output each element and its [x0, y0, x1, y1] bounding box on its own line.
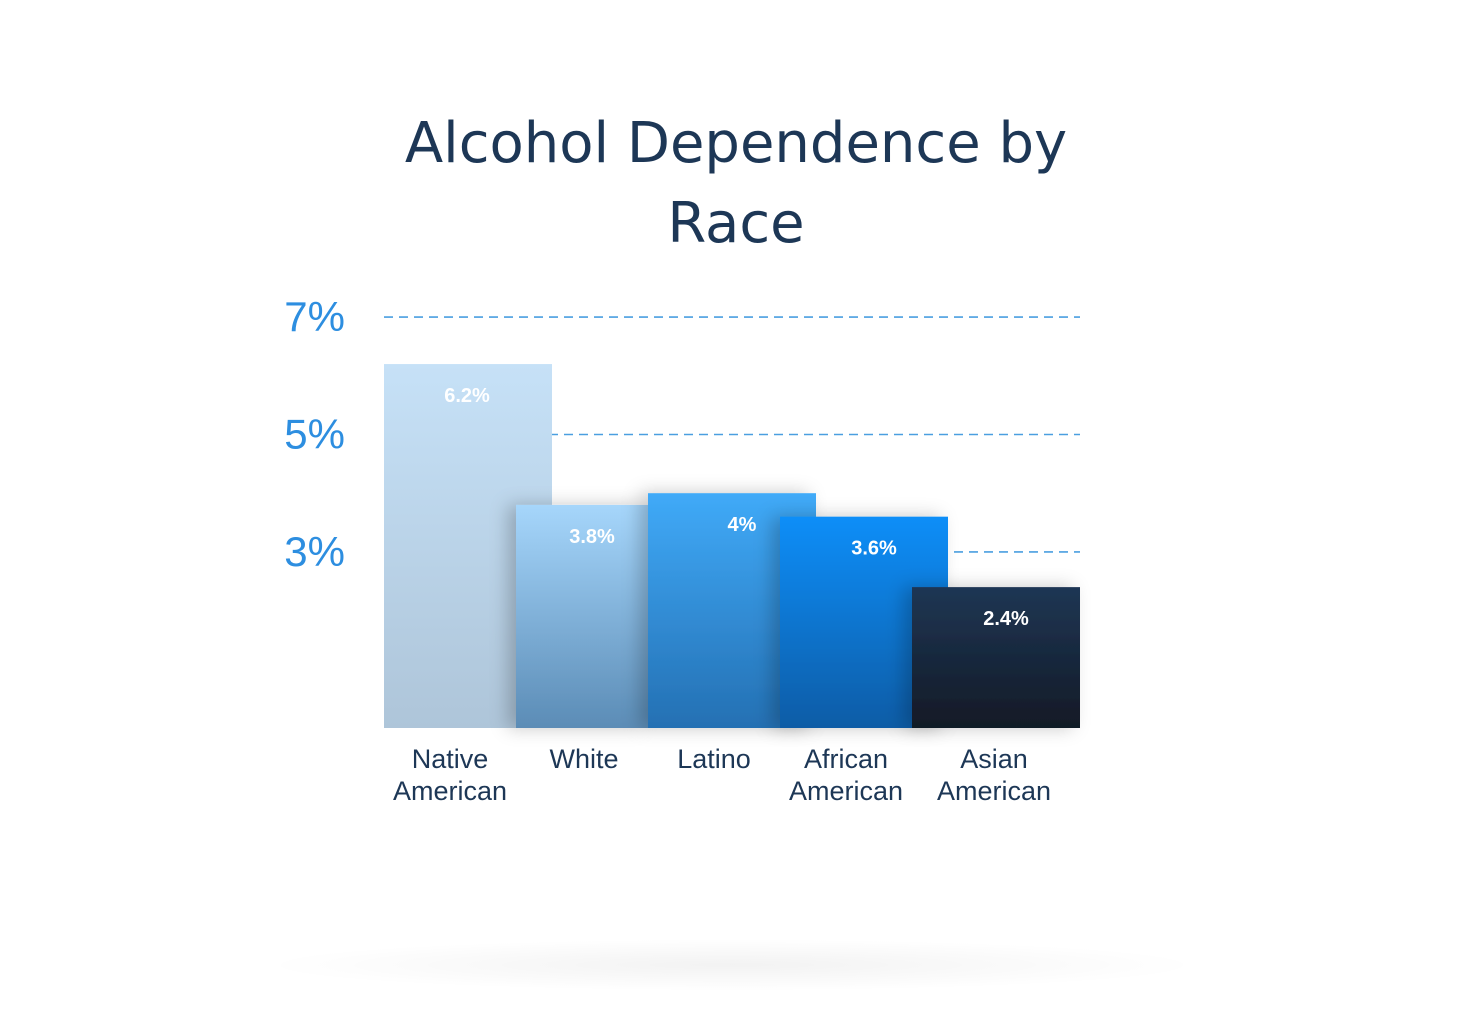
- bar: [516, 504, 648, 728]
- chart-title-line-2: Race: [667, 191, 804, 256]
- bar: [912, 587, 1080, 728]
- x-category-label: African American: [789, 744, 903, 806]
- y-tick-label: 7%: [284, 293, 345, 340]
- x-category-label: Native American: [393, 744, 507, 806]
- chart-title-line-1: Alcohol Dependence by: [405, 111, 1067, 176]
- bar-value-label: 4%: [728, 514, 757, 536]
- bar-value-label: 6.2%: [444, 385, 490, 407]
- x-category-label: White: [549, 744, 618, 774]
- bar-value-label: 3.8%: [569, 526, 615, 548]
- x-axis-labels: Native American White Latino African American…: [393, 744, 1051, 806]
- bar-group: 3.8%: [516, 504, 648, 728]
- y-axis-ticks: 3% 5% 7%: [284, 293, 345, 575]
- bars: 6.2% 3.8% 4% 3.6% 2.4%: [384, 364, 1080, 728]
- bar-value-label: 2.4%: [983, 608, 1029, 630]
- bar-group: 2.4%: [912, 587, 1080, 728]
- y-tick-label: 3%: [284, 528, 345, 575]
- x-category-label: Latino: [677, 744, 751, 774]
- x-category-label: Asian American: [937, 744, 1051, 806]
- y-tick-label: 5%: [284, 411, 345, 458]
- bar-value-label: 3.6%: [851, 538, 897, 560]
- bottom-shadow: [262, 939, 1202, 991]
